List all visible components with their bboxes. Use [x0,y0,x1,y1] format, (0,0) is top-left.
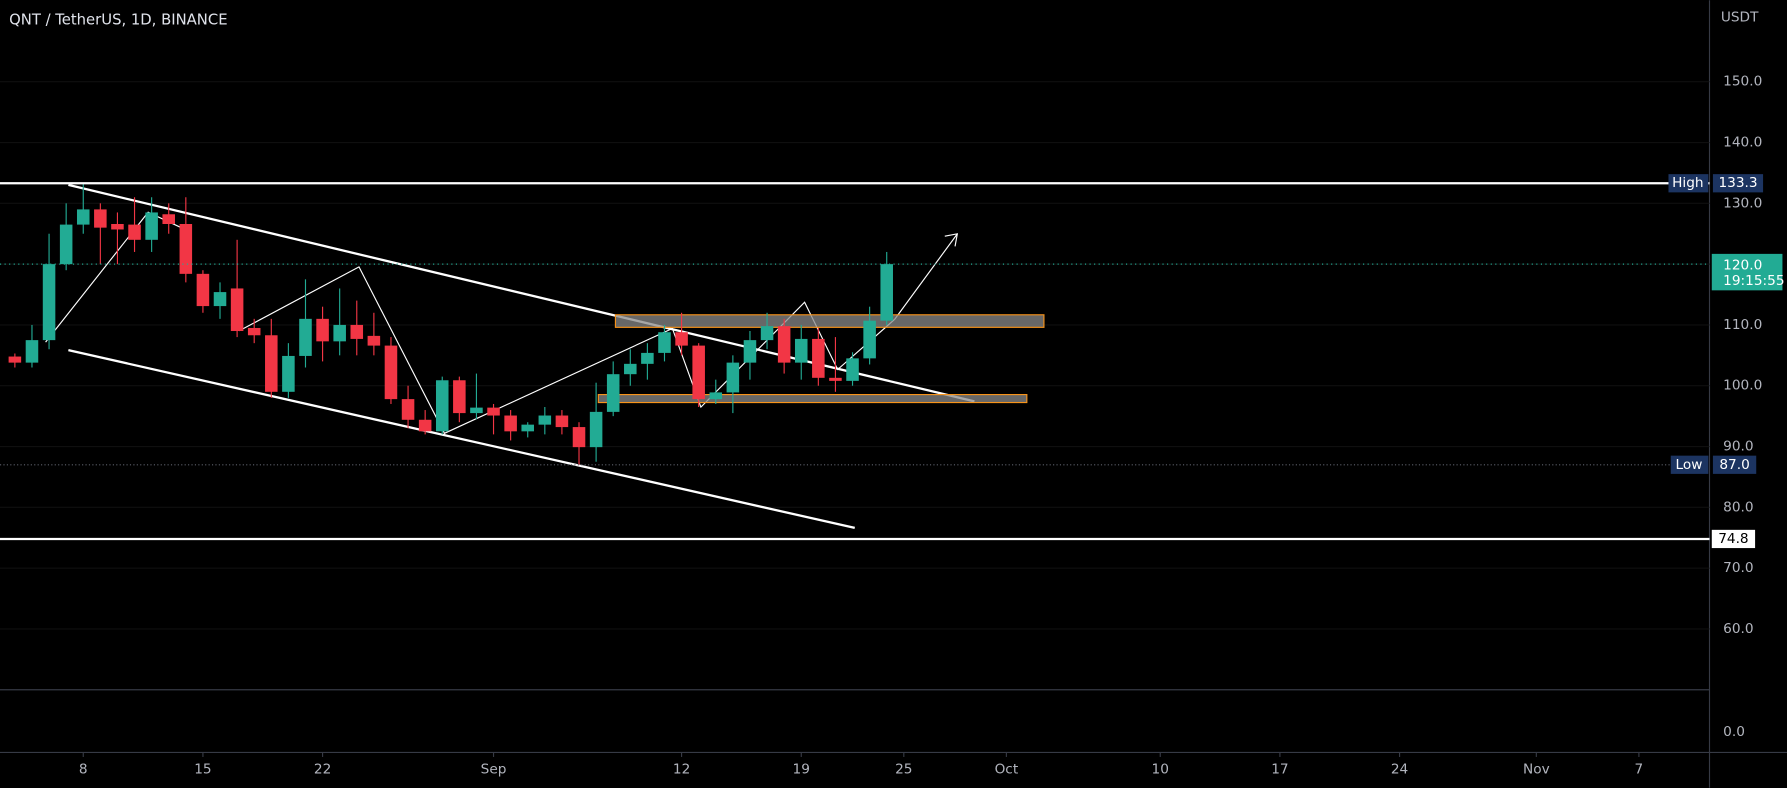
chart-title: QNT / TetherUS, 1D, BINANCE [9,12,227,29]
candle-body [846,358,859,381]
candle-body [624,363,637,375]
candle-body [658,332,671,353]
high-price-label: 133.3 [1718,175,1757,191]
candle-body [333,324,346,342]
candle-body [794,338,808,363]
candle-body [111,223,124,230]
arrow-line [894,233,958,320]
candle-body [350,324,364,339]
x-tick-label: 15 [194,762,211,778]
candle-body [555,415,569,428]
y-tick-label: 60.0 [1723,621,1753,637]
countdown-label: 19:15:55 [1723,273,1784,289]
last-price-tag [1711,253,1783,291]
candle-body [196,273,210,307]
candle-body [76,209,90,225]
candle-body [829,377,842,381]
candle-body [641,352,654,364]
candle-body [504,415,517,432]
candle-body [777,326,791,363]
x-tick-label: 8 [79,762,88,778]
candle-body [470,407,483,414]
candle-body [863,320,876,359]
candle-body [743,340,757,363]
high-tag-label: High [1672,175,1703,191]
drawings [45,183,1045,530]
x-tick-label: 17 [1271,762,1288,778]
candle-body [880,264,893,321]
y-tick-label: 150.0 [1723,74,1762,90]
x-tick-label: 25 [895,762,912,778]
candle-body [435,380,449,432]
support-label: 74.8 [1718,531,1748,547]
candle-body [521,424,534,432]
candle-body [589,411,603,448]
low-price-label: 87.0 [1719,457,1749,473]
candle-body [25,340,39,363]
x-tick-label: 12 [673,762,690,778]
candle-body [692,345,705,400]
candle-body [760,326,774,341]
candle-body [709,392,723,400]
high-tag [1668,174,1709,193]
candle-body [487,407,500,416]
low-tag [1670,455,1709,474]
x-tick-label: 7 [1635,762,1644,778]
candle-body [42,264,56,341]
candle-body [247,327,261,336]
candle-body [538,415,552,425]
candle-body [453,380,466,414]
axis-unit: USDT [1721,9,1759,25]
y-tick-label: 130.0 [1723,195,1762,211]
candle-body [675,332,688,346]
x-tick-label: 19 [793,762,810,778]
support-tag [1711,529,1756,549]
y-tick-label: 110.0 [1723,317,1762,333]
candle-body [726,362,740,393]
candle-body [367,335,381,346]
candle-body [316,318,329,342]
x-tick-label: 22 [314,762,331,778]
low-tag-label: Low [1676,457,1703,473]
candle-body [162,214,175,224]
y-tick-label: 140.0 [1723,135,1762,151]
candle-body [94,209,107,228]
candle-body [572,427,586,448]
candle-body [384,345,398,400]
candle-body [128,224,141,240]
candle-body [606,374,620,412]
candle-body [8,356,22,363]
zone [597,394,1028,404]
candle-body [145,212,158,240]
candle-body [812,338,825,378]
zone [614,314,1045,328]
y-tick-label: 0.0 [1723,724,1745,740]
low-price-tag [1712,455,1757,474]
arrow-head [944,233,959,247]
candle-body [401,399,415,420]
trend-line [68,349,856,530]
x-tick-label: 10 [1152,762,1169,778]
last-price-label: 120.0 [1723,257,1762,273]
x-tick-label: Oct [995,762,1019,778]
y-tick-label: 90.0 [1723,439,1753,455]
y-tick-label: 100.0 [1723,378,1762,394]
y-tick-label: 80.0 [1723,499,1753,515]
candle-body [213,292,227,307]
candle-body [299,318,312,356]
candle-body [282,355,295,392]
high-price-tag [1712,174,1764,193]
candle-body [418,419,432,432]
candle-body [265,335,278,392]
x-tick-label: Sep [481,762,507,778]
candle-body [179,223,193,274]
x-tick-label: Nov [1523,762,1550,778]
candle-body [59,224,73,265]
x-tick-label: 24 [1391,762,1408,778]
y-tick-label: 70.0 [1723,560,1753,576]
zigzag [239,266,896,435]
candle-body [230,288,244,332]
